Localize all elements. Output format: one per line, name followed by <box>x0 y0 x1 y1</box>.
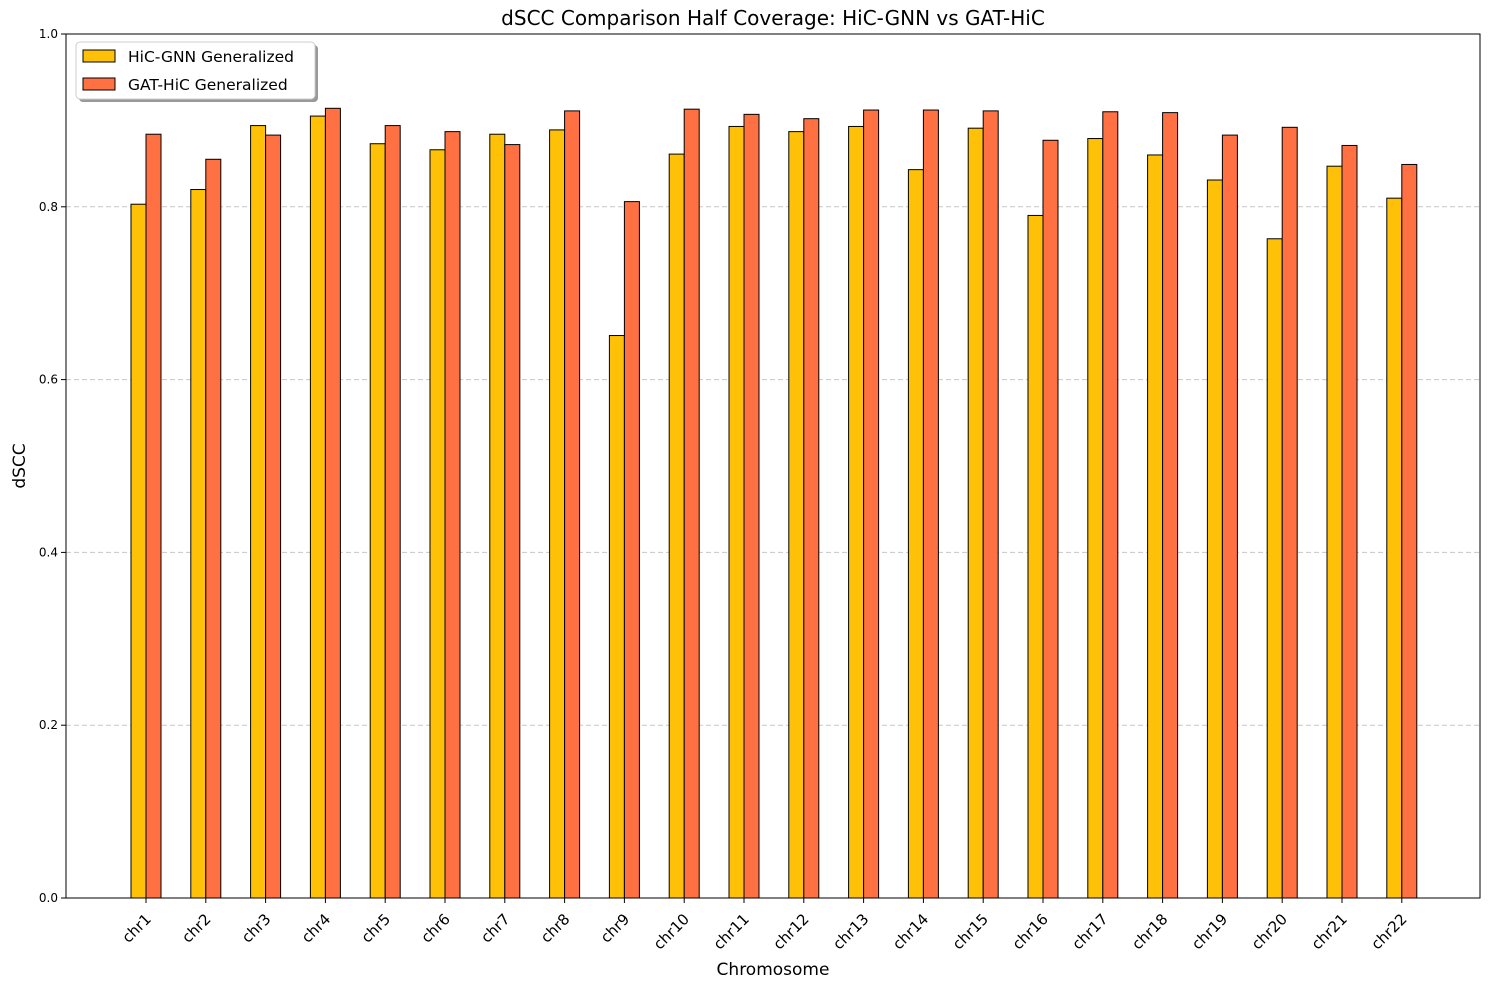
bar-gathic-chr11 <box>743 113 760 899</box>
x-axis-ticks: chr1 chr2 chr3 chr4 chr5 chr6 chr7 chr8 chr9 chr1… <box>118 898 1411 953</box>
x-axis-label: Chromosome <box>717 960 830 980</box>
bar-hicgnn-chr15 <box>967 127 984 899</box>
legend: HiC-GNN Generalized GAT-HiC Generalized <box>75 41 318 102</box>
bar-gathic-chr5 <box>384 125 401 899</box>
bar-gathic-chr12 <box>803 118 820 899</box>
x-tick-label: chr3 <box>238 910 274 946</box>
bar-gathic-chr3 <box>265 134 282 899</box>
y-axis-ticks: 0.0 0.2 0.4 0.6 0.8 1.0 <box>39 27 66 905</box>
bars <box>130 107 1418 899</box>
x-tick-label: chr9 <box>597 910 633 946</box>
x-tick-label: chr16 <box>1009 910 1052 953</box>
x-tick-label: chr22 <box>1367 910 1410 953</box>
x-tick-label: chr2 <box>178 910 214 946</box>
x-tick-label: chr19 <box>1188 910 1231 953</box>
bar-hicgnn-chr12 <box>788 131 805 899</box>
legend-label-gathic: GAT-HiC Generalized <box>128 76 288 94</box>
legend-swatch-gathic <box>82 77 116 91</box>
x-tick-label: chr13 <box>829 910 872 953</box>
x-tick-label: chr10 <box>650 910 693 953</box>
bar-gathic-chr7 <box>504 144 521 899</box>
bar-hicgnn-chr16 <box>1027 214 1044 899</box>
bar-gathic-chr8 <box>564 110 581 899</box>
bar-hicgnn-chr22 <box>1386 197 1403 899</box>
plot-frame <box>65 33 1481 899</box>
gridlines <box>66 206 1480 726</box>
y-axis-label: dSCC <box>10 443 30 488</box>
y-tick-label: 0.6 <box>39 373 58 387</box>
bar-gathic-chr17 <box>1102 111 1119 899</box>
y-tick-label: 0.0 <box>39 891 58 905</box>
x-tick-label: chr11 <box>710 910 753 953</box>
bar-hicgnn-chr6 <box>429 149 446 899</box>
bar-gathic-chr21 <box>1341 144 1358 899</box>
bar-gathic-chr6 <box>444 131 461 899</box>
bar-gathic-chr10 <box>683 108 700 899</box>
x-tick-label: chr18 <box>1128 910 1171 953</box>
bar-hicgnn-chr21 <box>1326 165 1343 899</box>
bar-gathic-chr22 <box>1401 163 1418 899</box>
chart-title: dSCC Comparison Half Coverage: HiC-GNN v… <box>501 6 1045 30</box>
x-tick-label: chr14 <box>889 910 932 953</box>
legend-label-hicgnn: HiC-GNN Generalized <box>128 48 294 66</box>
bar-hicgnn-chr19 <box>1206 179 1223 899</box>
bar-hicgnn-chr9 <box>608 335 625 899</box>
x-tick-label: chr20 <box>1248 910 1291 953</box>
y-tick-label: 0.8 <box>39 200 58 214</box>
bar-hicgnn-chr8 <box>549 129 566 899</box>
bar-gathic-chr14 <box>922 109 939 899</box>
bar-gathic-chr15 <box>982 110 999 899</box>
bar-gathic-chr9 <box>623 201 640 899</box>
bar-gathic-chr13 <box>863 109 880 899</box>
bar-gathic-chr19 <box>1221 134 1238 899</box>
legend-swatch-hicgnn <box>82 49 116 63</box>
y-tick-label: 0.2 <box>39 718 58 732</box>
bar-hicgnn-chr20 <box>1266 238 1283 899</box>
y-tick-label: 1.0 <box>39 27 58 41</box>
bar-hicgnn-chr11 <box>728 125 745 899</box>
bar-hicgnn-chr7 <box>489 133 506 899</box>
bar-hicgnn-chr13 <box>848 125 865 899</box>
x-tick-label: chr21 <box>1308 910 1351 953</box>
x-tick-label: chr6 <box>417 910 453 946</box>
bar-hicgnn-chr17 <box>1087 138 1104 899</box>
bar-gathic-chr4 <box>324 107 341 899</box>
bar-hicgnn-chr18 <box>1147 154 1164 899</box>
x-tick-label: chr17 <box>1068 910 1111 953</box>
y-tick-label: 0.4 <box>39 545 58 559</box>
bar-hicgnn-chr1 <box>130 203 147 899</box>
bar-hicgnn-chr10 <box>668 153 685 899</box>
bar-hicgnn-chr3 <box>250 125 267 899</box>
x-tick-label: chr12 <box>769 910 812 953</box>
x-tick-label: chr15 <box>949 910 992 953</box>
bar-hicgnn-chr2 <box>190 189 207 899</box>
x-tick-label: chr8 <box>537 910 573 946</box>
x-tick-label: chr1 <box>118 910 154 946</box>
bar-gathic-chr20 <box>1281 126 1298 899</box>
bar-hicgnn-chr14 <box>907 169 924 899</box>
bar-hicgnn-chr5 <box>369 143 386 899</box>
bar-gathic-chr18 <box>1162 112 1179 899</box>
bar-gathic-chr16 <box>1042 139 1059 899</box>
bar-hicgnn-chr4 <box>309 115 326 899</box>
x-tick-label: chr4 <box>298 910 334 946</box>
bar-gathic-chr1 <box>145 133 162 899</box>
x-tick-label: chr5 <box>358 910 394 946</box>
legend-box <box>75 41 316 100</box>
x-tick-label: chr7 <box>477 910 513 946</box>
bar-gathic-chr2 <box>205 158 222 899</box>
